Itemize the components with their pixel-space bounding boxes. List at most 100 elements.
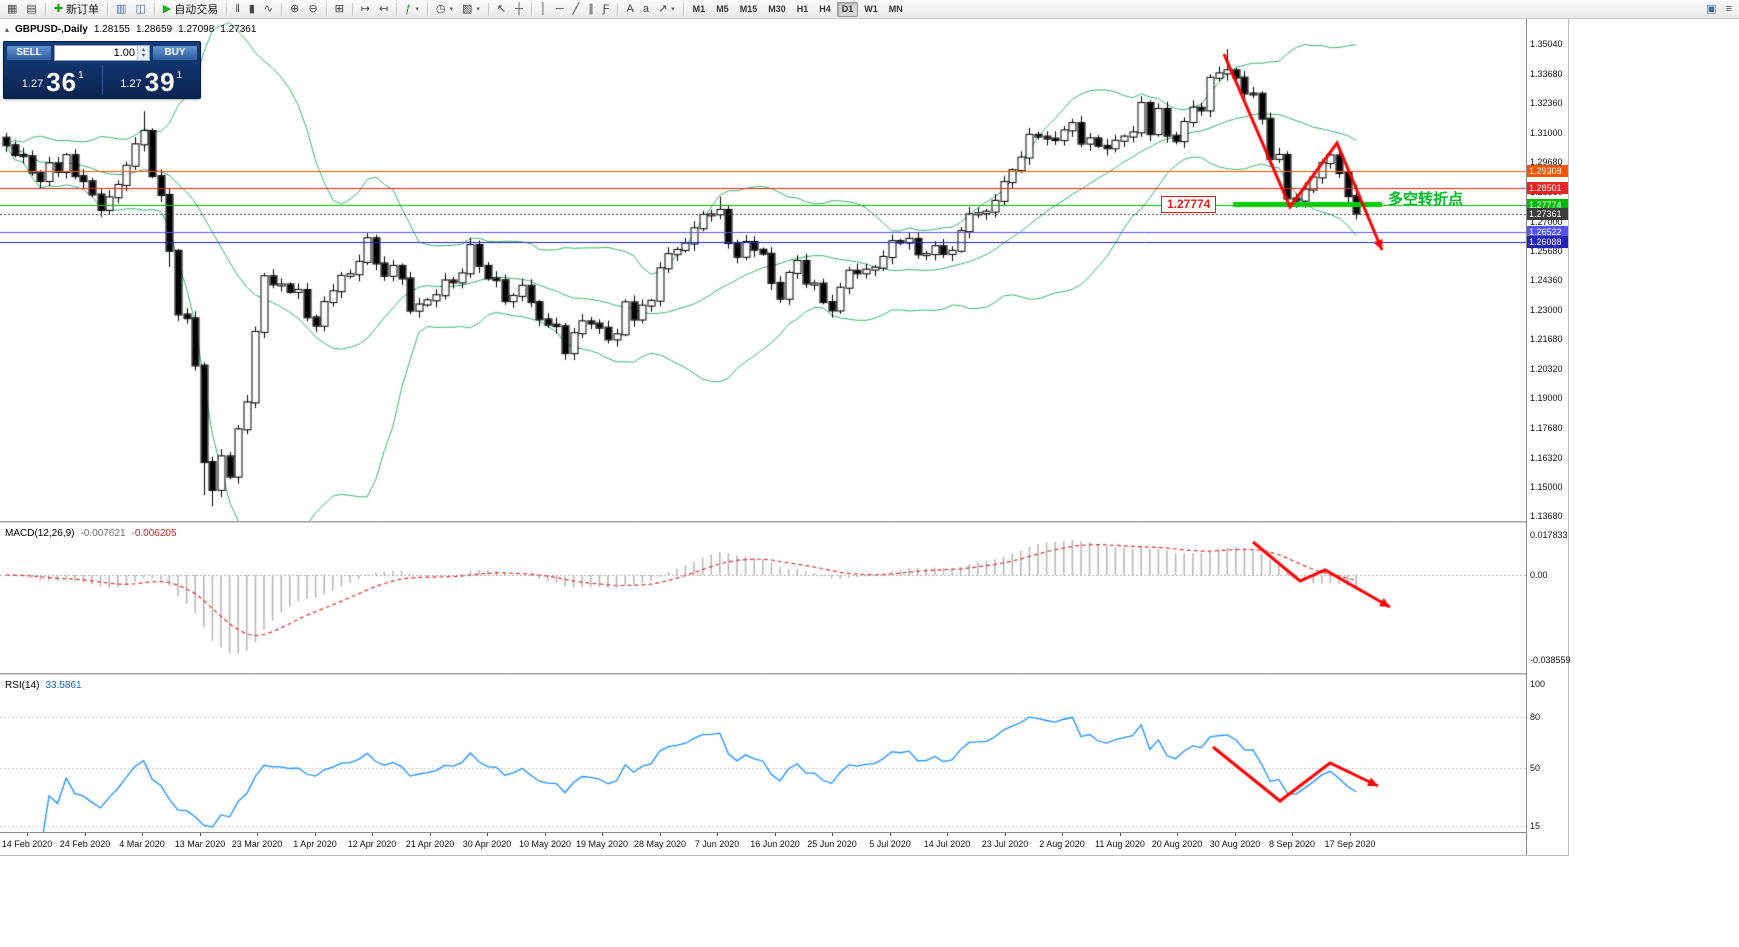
- date-tick: [1292, 833, 1293, 836]
- date-tick-label: 23 Mar 2020: [231, 839, 283, 849]
- one-click-toggle-icon[interactable]: ▴: [5, 24, 10, 34]
- macd-main-value: -0.007621: [80, 528, 126, 539]
- turning-point-text: 多空转折点: [1388, 191, 1464, 208]
- rsi-tick-label: 80: [1530, 712, 1541, 723]
- level-price-badge: 1.26088: [1527, 235, 1568, 248]
- date-tick-label: 7 Jun 2020: [694, 839, 740, 849]
- buy-button[interactable]: BUY: [152, 44, 198, 61]
- panel-separator[interactable]: [0, 521, 1569, 523]
- date-tick: [660, 833, 661, 836]
- price-tick-label: 1.23000: [1530, 305, 1563, 316]
- date-tick: [487, 833, 488, 836]
- date-tick-label: 21 Apr 2020: [405, 839, 455, 849]
- panel-separator[interactable]: [0, 673, 1569, 675]
- ohlc-close: 1.27361: [220, 24, 257, 35]
- date-tick: [142, 833, 143, 836]
- chart-window-border: [0, 855, 1569, 856]
- ohlc-high: 1.28659: [135, 24, 173, 35]
- date-tick-label: 28 May 2020: [633, 839, 687, 849]
- macd-tick-label: 0.00: [1530, 570, 1548, 580]
- macd-signal-value: -0.006205: [131, 528, 177, 539]
- date-tick-label: 2 Aug 2020: [1039, 839, 1085, 849]
- date-tick-label: 19 May 2020: [575, 839, 629, 849]
- sell-price-big: 36: [46, 67, 78, 97]
- rsi-name: RSI(14): [5, 680, 40, 691]
- ohlc-low: 1.27098: [178, 24, 215, 35]
- date-tick-label: 30 Apr 2020: [462, 839, 512, 849]
- buy-price[interactable]: 1.27 39 1: [103, 62, 201, 98]
- buy-price-big: 39: [144, 67, 176, 97]
- one-click-trading-panel: SELL ▴ ▾ BUY 1.27 36 1 1.27: [3, 41, 201, 99]
- volume-down-icon[interactable]: ▾: [141, 52, 145, 59]
- date-tick-label: 8 Sep 2020: [1268, 839, 1316, 849]
- date-axis[interactable]: 14 Feb 2020 24 Feb 2020 4 Mar 2020 13 Mar 2…: [0, 833, 1526, 855]
- date-tick: [1005, 833, 1006, 836]
- date-tick: [1177, 833, 1178, 836]
- date-tick-label: 13 Mar 2020: [174, 839, 226, 849]
- date-tick: [890, 833, 891, 836]
- date-tick: [775, 833, 776, 836]
- buy-price-small: 1.27: [120, 78, 142, 90]
- date-tick: [315, 833, 316, 836]
- date-tick-label: 1 Apr 2020: [293, 839, 337, 849]
- sell-price-sup: 1: [78, 70, 84, 81]
- date-tick: [1350, 833, 1351, 836]
- date-tick: [430, 833, 431, 836]
- buy-price-sup: 1: [176, 70, 183, 81]
- date-tick: [27, 833, 28, 836]
- rsi-label: RSI(14) 33.5861: [5, 680, 82, 691]
- date-tick: [832, 833, 833, 836]
- date-tick-label: 25 Jun 2020: [807, 839, 857, 849]
- chart-info-line: ▴ GBPUSD-,Daily 1.28155 1.28659 1.27098 …: [5, 24, 256, 35]
- rsi-tick-label: 15: [1530, 821, 1541, 831]
- price-tick-label: 1.19000: [1530, 393, 1563, 404]
- ohlc-open: 1.28155: [93, 24, 130, 35]
- date-tick-label: 24 Feb 2020: [59, 839, 111, 849]
- date-tick-label: 4 Mar 2020: [119, 839, 165, 849]
- price-tick-label: 1.20320: [1530, 364, 1563, 375]
- date-tick: [947, 833, 948, 836]
- main-chart-canvas[interactable]: [0, 19, 1526, 521]
- date-tick-label: 16 Jun 2020: [750, 839, 800, 849]
- level-price-badge: 1.29308: [1527, 164, 1568, 177]
- macd-label: MACD(12,26,9) -0.007621 -0.006205: [5, 528, 177, 539]
- date-tick-label: 30 Aug 2020: [1209, 839, 1261, 849]
- rsi-tick-label: 50: [1530, 762, 1541, 773]
- date-tick: [372, 833, 373, 836]
- macd-name: MACD(12,26,9): [5, 528, 75, 539]
- level-price-badge: 1.28501: [1527, 182, 1568, 195]
- date-tick-label: 12 Apr 2020: [347, 839, 397, 849]
- date-tick: [200, 833, 201, 836]
- current-price-badge: 1.27361: [1527, 207, 1568, 220]
- date-tick-label: 23 Jul 2020: [981, 839, 1029, 849]
- date-tick: [1120, 833, 1121, 836]
- price-tick-label: 1.15000: [1530, 481, 1563, 492]
- date-tick-label: 5 Jul 2020: [869, 839, 911, 849]
- macd-tick-label: 0.017833: [1530, 530, 1568, 541]
- chart-symbol-period: GBPUSD-,Daily: [15, 24, 88, 35]
- volume-stepper: ▴ ▾: [137, 45, 149, 60]
- rsi-panel-canvas[interactable]: [0, 675, 1526, 832]
- sell-button[interactable]: SELL: [6, 44, 52, 61]
- date-tick: [717, 833, 718, 836]
- date-tick-label: 20 Aug 2020: [1151, 839, 1203, 849]
- date-tick: [1235, 833, 1236, 836]
- macd-tick-label: -0.038559: [1530, 655, 1571, 666]
- date-tick: [602, 833, 603, 836]
- date-tick-label: 14 Feb 2020: [1, 839, 53, 849]
- volume-input[interactable]: [55, 45, 137, 60]
- date-tick-label: 11 Aug 2020: [1095, 839, 1145, 849]
- sell-price[interactable]: 1.27 36 1: [4, 62, 102, 98]
- price-tick-label: 1.31000: [1530, 128, 1563, 139]
- date-tick: [545, 833, 546, 836]
- volume-field: ▴ ▾: [54, 44, 150, 61]
- macd-panel-canvas[interactable]: [0, 523, 1526, 673]
- support-price-label[interactable]: 1.27774: [1161, 196, 1217, 213]
- price-axis[interactable]: 1.350401.336801.323601.310001.296801.283…: [1527, 19, 1571, 855]
- date-tick-label: 10 May 2020: [518, 839, 572, 849]
- price-tick-label: 1.21680: [1530, 334, 1563, 345]
- rsi-value: 33.5861: [45, 680, 82, 691]
- date-tick-label: 17 Sep 2020: [1324, 839, 1376, 849]
